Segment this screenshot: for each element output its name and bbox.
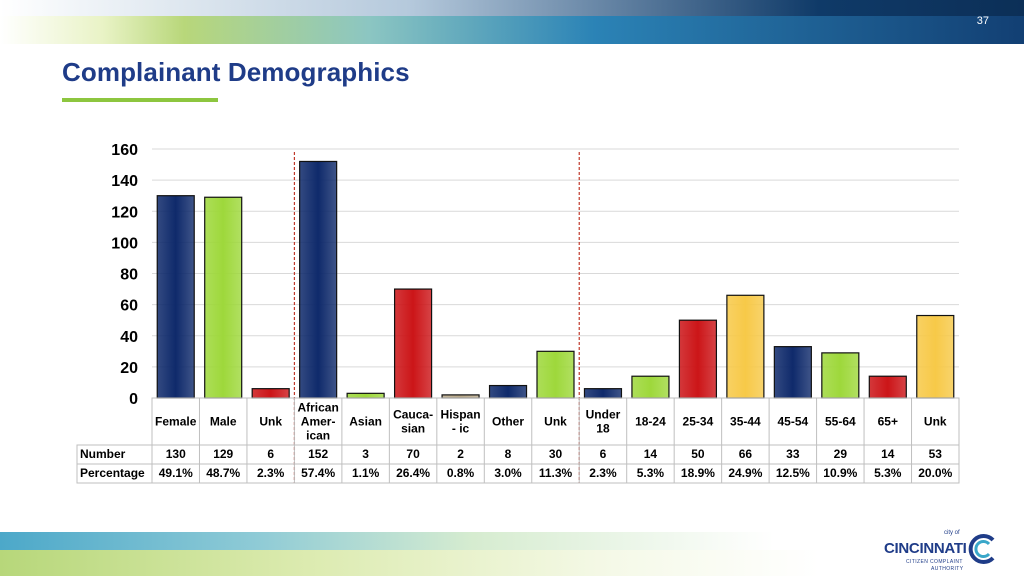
page-title: Complainant Demographics: [62, 57, 410, 87]
table-row-header: Percentage: [80, 466, 145, 480]
category-label: Unk: [924, 415, 947, 429]
number-cell: 70: [406, 447, 420, 461]
number-cell: 130: [166, 447, 186, 461]
percentage-cell: 24.9%: [728, 466, 762, 480]
y-tick-label: 0: [129, 391, 138, 408]
category-label: Cauca-sian: [393, 408, 433, 436]
category-label: Unk: [259, 415, 282, 429]
logo-name: CINCINNATI: [884, 540, 967, 557]
bottom-banner-lower: [0, 550, 1024, 576]
bar: [204, 196, 243, 399]
logo-line2: AUTHORITY: [931, 566, 964, 572]
y-tick-label: 100: [111, 235, 138, 252]
y-tick-label: 120: [111, 204, 138, 221]
number-cell: 8: [505, 447, 512, 461]
percentage-cell: 12.5%: [776, 466, 810, 480]
number-cell: 29: [834, 447, 848, 461]
percentage-cell: 11.3%: [539, 466, 573, 480]
bar: [488, 384, 528, 399]
bar: [678, 319, 718, 399]
percentage-cell: 10.9%: [823, 466, 857, 480]
y-tick-label: 140: [111, 173, 138, 190]
logo-line1: CITIZEN COMPLAINT: [906, 559, 963, 565]
demographics-chart: 0 20 40 60 80 100 120 140 160 Number Percentage Fem…: [76, 142, 960, 484]
bar: [916, 314, 955, 399]
top-banner: 37: [0, 0, 1024, 44]
number-cell: 30: [549, 447, 563, 461]
percentage-cell: 5.3%: [874, 466, 902, 480]
bar: [251, 388, 290, 399]
category-label: 65+: [878, 415, 898, 429]
category-label: Female: [155, 415, 197, 429]
top-banner-gloss: [0, 0, 1024, 16]
number-cell: 53: [929, 447, 943, 461]
bar: [583, 388, 623, 399]
number-cell: 14: [881, 447, 895, 461]
percentage-cell: 20.0%: [918, 466, 952, 480]
category-label: 55-64: [825, 415, 856, 429]
bar: [346, 392, 385, 399]
number-cell: 66: [739, 447, 753, 461]
percentage-cell: 2.3%: [589, 466, 617, 480]
number-cell: 3: [362, 447, 369, 461]
bar: [726, 294, 765, 399]
number-cell: 6: [267, 447, 274, 461]
percentage-cell: 1.1%: [352, 466, 380, 480]
percentage-cell: 48.7%: [206, 466, 240, 480]
bar: [821, 352, 860, 399]
bar: [536, 350, 575, 399]
bar: [773, 346, 812, 399]
page-number: 37: [976, 15, 989, 27]
cincinnati-logo: city of CINCINNATI CITIZEN COMPLAINT AUT…: [884, 530, 1004, 572]
percentage-cell: 3.0%: [494, 466, 522, 480]
percentage-cell: 2.3%: [257, 466, 285, 480]
percentage-cell: 5.3%: [637, 466, 665, 480]
bar: [868, 375, 907, 399]
y-tick-label: 40: [120, 329, 138, 346]
category-label: Unk: [544, 415, 567, 429]
category-label: 35-44: [730, 415, 761, 429]
logo-city-of: city of: [944, 530, 960, 536]
number-cell: 2: [457, 447, 464, 461]
number-cell: 6: [600, 447, 607, 461]
category-label: Other: [492, 415, 524, 429]
percentage-cell: 57.4%: [301, 466, 335, 480]
number-cell: 129: [213, 447, 233, 461]
y-tick-label: 20: [120, 360, 138, 377]
bar: [156, 195, 195, 399]
category-label: 18-24: [635, 415, 666, 429]
category-label: Asian: [349, 415, 382, 429]
category-label: 45-54: [778, 415, 809, 429]
percentage-cell: 26.4%: [396, 466, 430, 480]
y-tick-label: 160: [111, 142, 138, 159]
category-label: African Amer-ican: [297, 401, 338, 443]
percentage-cell: 0.8%: [447, 466, 475, 480]
number-cell: 14: [644, 447, 658, 461]
number-cell: 33: [786, 447, 800, 461]
bar: [299, 160, 338, 399]
bottom-banner: [0, 532, 860, 550]
category-label: Hispan - ic: [441, 408, 481, 436]
title-underline: [62, 98, 218, 102]
category-label: 25-34: [683, 415, 714, 429]
category-label: Under 18: [586, 408, 621, 436]
table-row-header: Number: [80, 447, 126, 461]
bar: [631, 375, 670, 399]
number-cell: 152: [308, 447, 328, 461]
y-tick-label: 60: [120, 298, 138, 315]
logo-c-icon: [968, 534, 995, 564]
bar: [393, 288, 433, 399]
y-tick-label: 80: [120, 267, 138, 284]
category-label: Male: [210, 415, 237, 429]
percentage-cell: 49.1%: [159, 466, 193, 480]
percentage-cell: 18.9%: [681, 466, 715, 480]
number-cell: 50: [691, 447, 705, 461]
